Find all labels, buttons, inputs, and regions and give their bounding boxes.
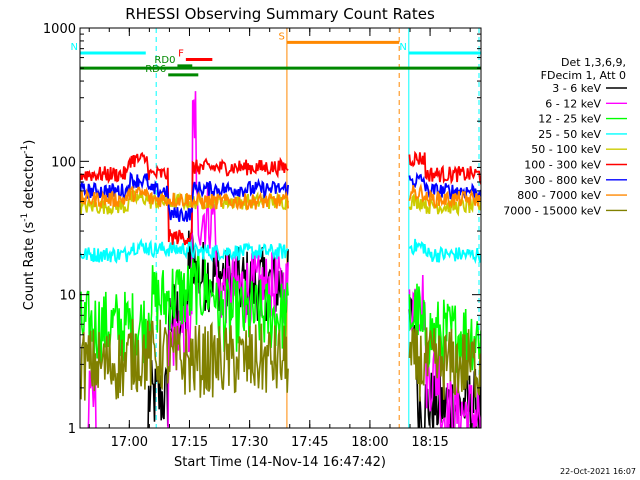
series-line-1 xyxy=(87,91,481,428)
x-tick-label-3: 17:45 xyxy=(291,435,328,450)
x-tick-label-5: 18:15 xyxy=(411,435,448,450)
legend-label-1: 6 - 12 keV xyxy=(545,97,601,110)
legend-label-0: 3 - 6 keV xyxy=(552,82,601,95)
x-tick-label-1: 17:15 xyxy=(171,435,208,450)
legend-label-6: 300 - 800 keV xyxy=(524,174,601,187)
y-tick-label-2: 100 xyxy=(51,155,76,170)
legend-header-0: Det 1,3,6,9, xyxy=(561,56,626,69)
x-axis-label: Start Time (14-Nov-14 16:47:42) xyxy=(174,455,386,470)
y-axis-label-part2: detector xyxy=(22,153,37,213)
y-axis-label-part3: ) xyxy=(22,140,37,145)
y-tick-label-3: 1000 xyxy=(43,22,76,37)
y-axis-label-sup2: -1 xyxy=(20,145,30,154)
legend-label-2: 12 - 25 keV xyxy=(538,113,601,126)
annotation-label-2: S xyxy=(279,31,285,42)
series-line-7 xyxy=(80,182,481,211)
chart-title: RHESSI Observing Summary Count Rates xyxy=(125,5,435,23)
legend-label-8: 7000 - 15000 keV xyxy=(503,204,601,217)
legend-label-3: 25 - 50 keV xyxy=(538,128,601,141)
x-tick-label-4: 18:00 xyxy=(351,435,388,450)
y-axis-label: Count Rate (s-1 detector-1) xyxy=(20,140,37,311)
annotation-label-0: N xyxy=(71,42,78,53)
legend-header-1: FDecim 1, Att 0 xyxy=(541,69,626,82)
annotation-label-4: RD0 xyxy=(154,55,175,66)
annotation-label-1: N xyxy=(399,42,406,53)
axis-ticks: 1 10 100 1000 17:00 17:15 17:30 17:45 18:00 18:15 xyxy=(43,22,481,450)
legend-label-7: 800 - 7000 keV xyxy=(517,189,601,202)
y-axis-label-part1: Count Rate (s xyxy=(22,222,37,311)
x-tick-label-0: 17:00 xyxy=(111,435,148,450)
plot-frame xyxy=(79,27,482,429)
series-line-3 xyxy=(80,237,481,265)
legend-label-4: 50 - 100 keV xyxy=(531,143,601,156)
plot-inner xyxy=(80,28,481,428)
series-line-5 xyxy=(80,150,481,246)
y-tick-label-0: 1 xyxy=(68,422,76,437)
series-line-8 xyxy=(80,318,481,402)
y-tick-label-1: 10 xyxy=(59,289,76,304)
x-tick-label-2: 17:30 xyxy=(231,435,268,450)
legend-label-5: 100 - 300 keV xyxy=(524,159,601,172)
legend: Det 1,3,6,9,FDecim 1, Att 03 - 6 keV 6 - … xyxy=(503,56,627,217)
annotation-label-3: F xyxy=(178,49,184,60)
y-axis-label-sup1: -1 xyxy=(20,213,30,222)
footer-date: 22-Oct-2021 16:07 xyxy=(560,467,636,476)
annotation-label-5: RD6 xyxy=(145,64,166,75)
